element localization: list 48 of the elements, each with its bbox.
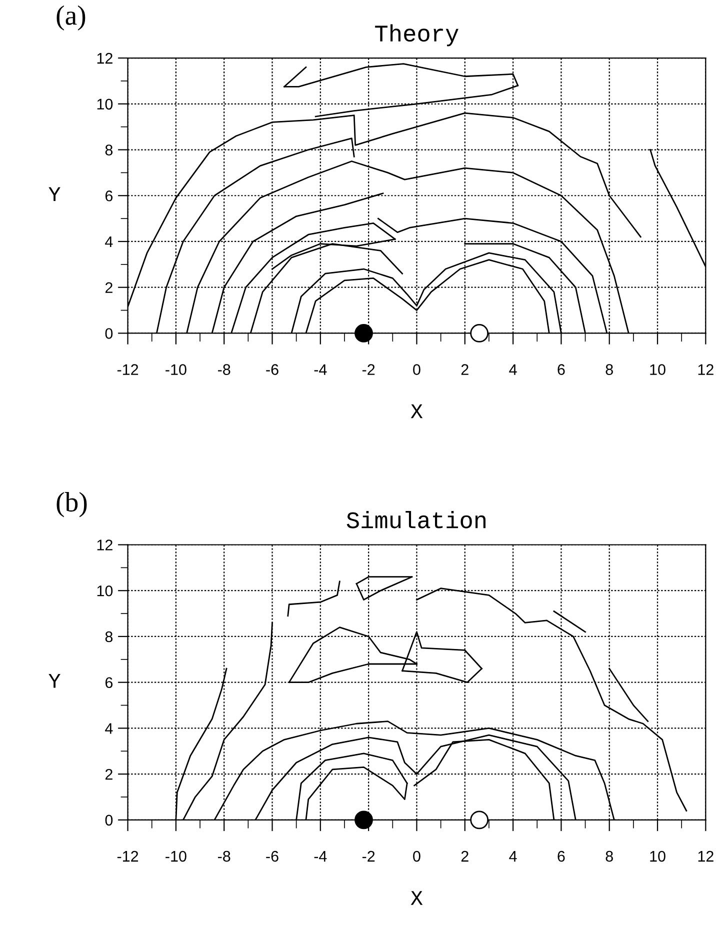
x-tick-label: -2 (362, 364, 375, 375)
x-tick-label: -10 (166, 850, 186, 862)
x-tick-label: -2 (362, 850, 375, 862)
x-tick-label: 0 (413, 364, 420, 375)
text: (a) (56, 5, 86, 31)
y-tick-label: 12 (97, 540, 112, 550)
y-tick-label: 4 (105, 723, 113, 734)
y-tick-label: 0 (105, 328, 113, 339)
x-tick-label: -6 (266, 364, 278, 375)
x-tick-label: -12 (117, 364, 138, 375)
x-tick-label: 8 (606, 364, 613, 375)
y-tick-label: 12 (97, 52, 112, 64)
x-axis-title: X (410, 891, 423, 905)
x-tick-label: 12 (698, 850, 714, 862)
x-tick-label: -12 (117, 850, 138, 862)
y-tick-label: 10 (97, 585, 113, 596)
y-tick-label: 6 (105, 677, 113, 688)
y-tick-label: 4 (105, 236, 113, 248)
x-tick-label: 10 (650, 850, 666, 862)
y-axis-title: Y (48, 187, 60, 202)
y-tick-label: 10 (97, 98, 113, 110)
x-tick-label: -8 (218, 850, 230, 862)
x-tick-label: -10 (166, 364, 186, 375)
y-tick-label: 0 (105, 814, 113, 826)
y-tick-label: 2 (105, 768, 112, 780)
x-tick-label: 12 (698, 364, 714, 375)
y-tick-label: 8 (105, 144, 113, 156)
x-tick-label: 6 (558, 364, 565, 375)
x-tick-label: 4 (509, 364, 517, 375)
x-tick-label: 2 (461, 364, 468, 375)
x-tick-label: -8 (218, 364, 230, 375)
x-tick-label: -4 (314, 851, 327, 862)
chart-title: Simulation (346, 510, 486, 528)
y-tick-label: 8 (105, 631, 113, 642)
x-tick-label: 4 (509, 851, 517, 862)
text: (b) (56, 492, 87, 518)
x-tick-label: -6 (266, 850, 278, 862)
y-tick-label: 2 (105, 282, 112, 293)
y-tick-label: 6 (105, 190, 113, 202)
x-tick-label: 10 (650, 364, 666, 375)
chart-title: Theory (375, 24, 458, 46)
x-tick-label: 6 (558, 850, 565, 862)
x-tick-label: -4 (314, 364, 327, 375)
y-axis-title: Y (48, 674, 60, 688)
x-tick-label: 0 (413, 850, 420, 862)
x-tick-label: 8 (606, 850, 613, 862)
x-axis-title: X (410, 404, 423, 418)
x-tick-label: 2 (461, 850, 468, 862)
